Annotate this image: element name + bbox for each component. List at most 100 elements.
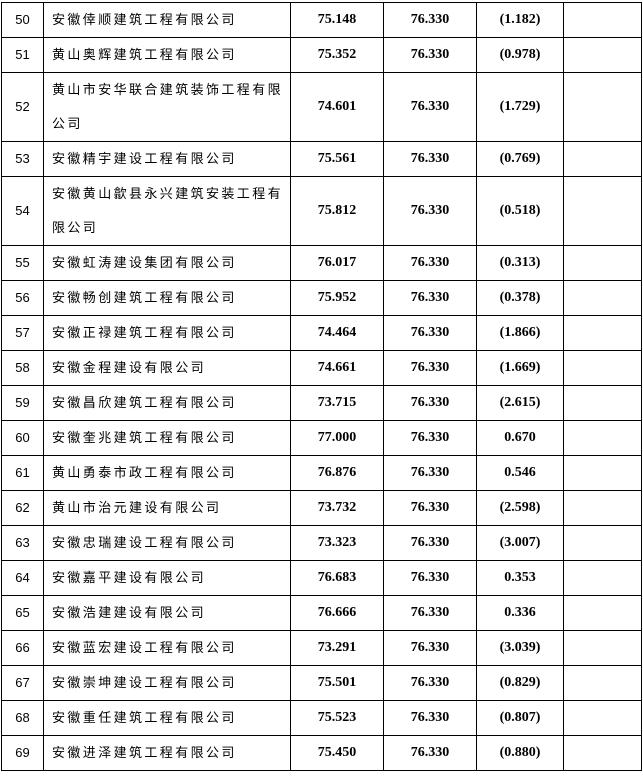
benchmark-score: 76.330 [383, 665, 477, 701]
row-number: 57 [1, 315, 44, 351]
score: 74.661 [290, 350, 384, 386]
score: 77.000 [290, 420, 384, 456]
difference: (0.880) [476, 735, 564, 771]
difference: (2.598) [476, 490, 564, 526]
row-number: 53 [1, 141, 44, 177]
empty-cell [563, 280, 642, 316]
table-row: 67 安徽崇坤建设工程有限公司 75.501 76.330 (0.829) [1, 665, 642, 701]
difference: (0.829) [476, 665, 564, 701]
benchmark-score: 76.330 [383, 2, 477, 38]
company-name: 黄山奥辉建筑工程有限公司 [43, 37, 291, 73]
company-name: 安徽正禄建筑工程有限公司 [43, 315, 291, 351]
score: 73.291 [290, 630, 384, 666]
empty-cell [563, 37, 642, 73]
score: 74.464 [290, 315, 384, 351]
difference: (0.807) [476, 700, 564, 736]
difference: (0.313) [476, 245, 564, 281]
table-row: 66 安徽蓝宏建设工程有限公司 73.291 76.330 (3.039) [1, 630, 642, 666]
score: 76.683 [290, 560, 384, 596]
row-number: 63 [1, 525, 44, 561]
benchmark-score: 76.330 [383, 525, 477, 561]
table-row: 51 黄山奥辉建筑工程有限公司 75.352 76.330 (0.978) [1, 37, 642, 73]
company-name: 安徽蓝宏建设工程有限公司 [43, 630, 291, 666]
company-name: 安徽忠瑞建设工程有限公司 [43, 525, 291, 561]
empty-cell [563, 176, 642, 246]
empty-cell [563, 350, 642, 386]
benchmark-score: 76.330 [383, 595, 477, 631]
benchmark-score: 76.330 [383, 245, 477, 281]
empty-cell [563, 315, 642, 351]
score: 75.523 [290, 700, 384, 736]
score: 73.715 [290, 385, 384, 421]
row-number: 69 [1, 735, 44, 771]
benchmark-score: 76.330 [383, 420, 477, 456]
score: 75.812 [290, 176, 384, 246]
row-number: 51 [1, 37, 44, 73]
difference: (1.866) [476, 315, 564, 351]
empty-cell [563, 525, 642, 561]
benchmark-score: 76.330 [383, 176, 477, 246]
row-number: 68 [1, 700, 44, 736]
difference: (0.978) [476, 37, 564, 73]
company-name: 安徽金程建设有限公司 [43, 350, 291, 386]
row-number: 54 [1, 176, 44, 246]
row-number: 62 [1, 490, 44, 526]
empty-cell [563, 2, 642, 38]
row-number: 65 [1, 595, 44, 631]
difference: (0.769) [476, 141, 564, 177]
company-name: 安徽黄山歙县永兴建筑安装工程有限公司 [43, 176, 291, 246]
table-row: 53 安徽精宇建设工程有限公司 75.561 76.330 (0.769) [1, 141, 642, 177]
company-name: 安徽进泽建筑工程有限公司 [43, 735, 291, 771]
difference: 0.353 [476, 560, 564, 596]
score: 76.876 [290, 455, 384, 491]
benchmark-score: 76.330 [383, 700, 477, 736]
company-name: 安徽奎兆建筑工程有限公司 [43, 420, 291, 456]
table-row: 52 黄山市安华联合建筑装饰工程有限公司 74.601 76.330 (1.729) [1, 72, 642, 142]
row-number: 60 [1, 420, 44, 456]
score: 75.450 [290, 735, 384, 771]
benchmark-score: 76.330 [383, 72, 477, 142]
row-number: 50 [1, 2, 44, 38]
empty-cell [563, 385, 642, 421]
company-name: 安徽精宇建设工程有限公司 [43, 141, 291, 177]
score: 73.732 [290, 490, 384, 526]
score: 73.323 [290, 525, 384, 561]
score: 75.501 [290, 665, 384, 701]
row-number: 56 [1, 280, 44, 316]
company-name: 黄山勇泰市政工程有限公司 [43, 455, 291, 491]
table-row: 56 安徽畅创建筑工程有限公司 75.952 76.330 (0.378) [1, 280, 642, 316]
score: 75.352 [290, 37, 384, 73]
empty-cell [563, 595, 642, 631]
benchmark-score: 76.330 [383, 141, 477, 177]
empty-cell [563, 700, 642, 736]
difference: (3.007) [476, 525, 564, 561]
table-row: 50 安徽倖顺建筑工程有限公司 75.148 76.330 (1.182) [1, 2, 642, 38]
company-name: 安徽倖顺建筑工程有限公司 [43, 2, 291, 38]
empty-cell [563, 141, 642, 177]
benchmark-score: 76.330 [383, 315, 477, 351]
benchmark-score: 76.330 [383, 560, 477, 596]
row-number: 66 [1, 630, 44, 666]
difference: 0.670 [476, 420, 564, 456]
company-name: 安徽畅创建筑工程有限公司 [43, 280, 291, 316]
empty-cell [563, 735, 642, 771]
difference: (1.182) [476, 2, 564, 38]
difference: 0.546 [476, 455, 564, 491]
row-number: 67 [1, 665, 44, 701]
empty-cell [563, 245, 642, 281]
empty-cell [563, 665, 642, 701]
company-name: 安徽嘉平建设有限公司 [43, 560, 291, 596]
table-row: 57 安徽正禄建筑工程有限公司 74.464 76.330 (1.866) [1, 315, 642, 351]
company-name: 安徽昌欣建筑工程有限公司 [43, 385, 291, 421]
table-row: 61 黄山勇泰市政工程有限公司 76.876 76.330 0.546 [1, 455, 642, 491]
score: 76.666 [290, 595, 384, 631]
difference: (1.669) [476, 350, 564, 386]
row-number: 61 [1, 455, 44, 491]
score: 75.148 [290, 2, 384, 38]
table-row: 63 安徽忠瑞建设工程有限公司 73.323 76.330 (3.007) [1, 525, 642, 561]
difference: (0.378) [476, 280, 564, 316]
benchmark-score: 76.330 [383, 455, 477, 491]
